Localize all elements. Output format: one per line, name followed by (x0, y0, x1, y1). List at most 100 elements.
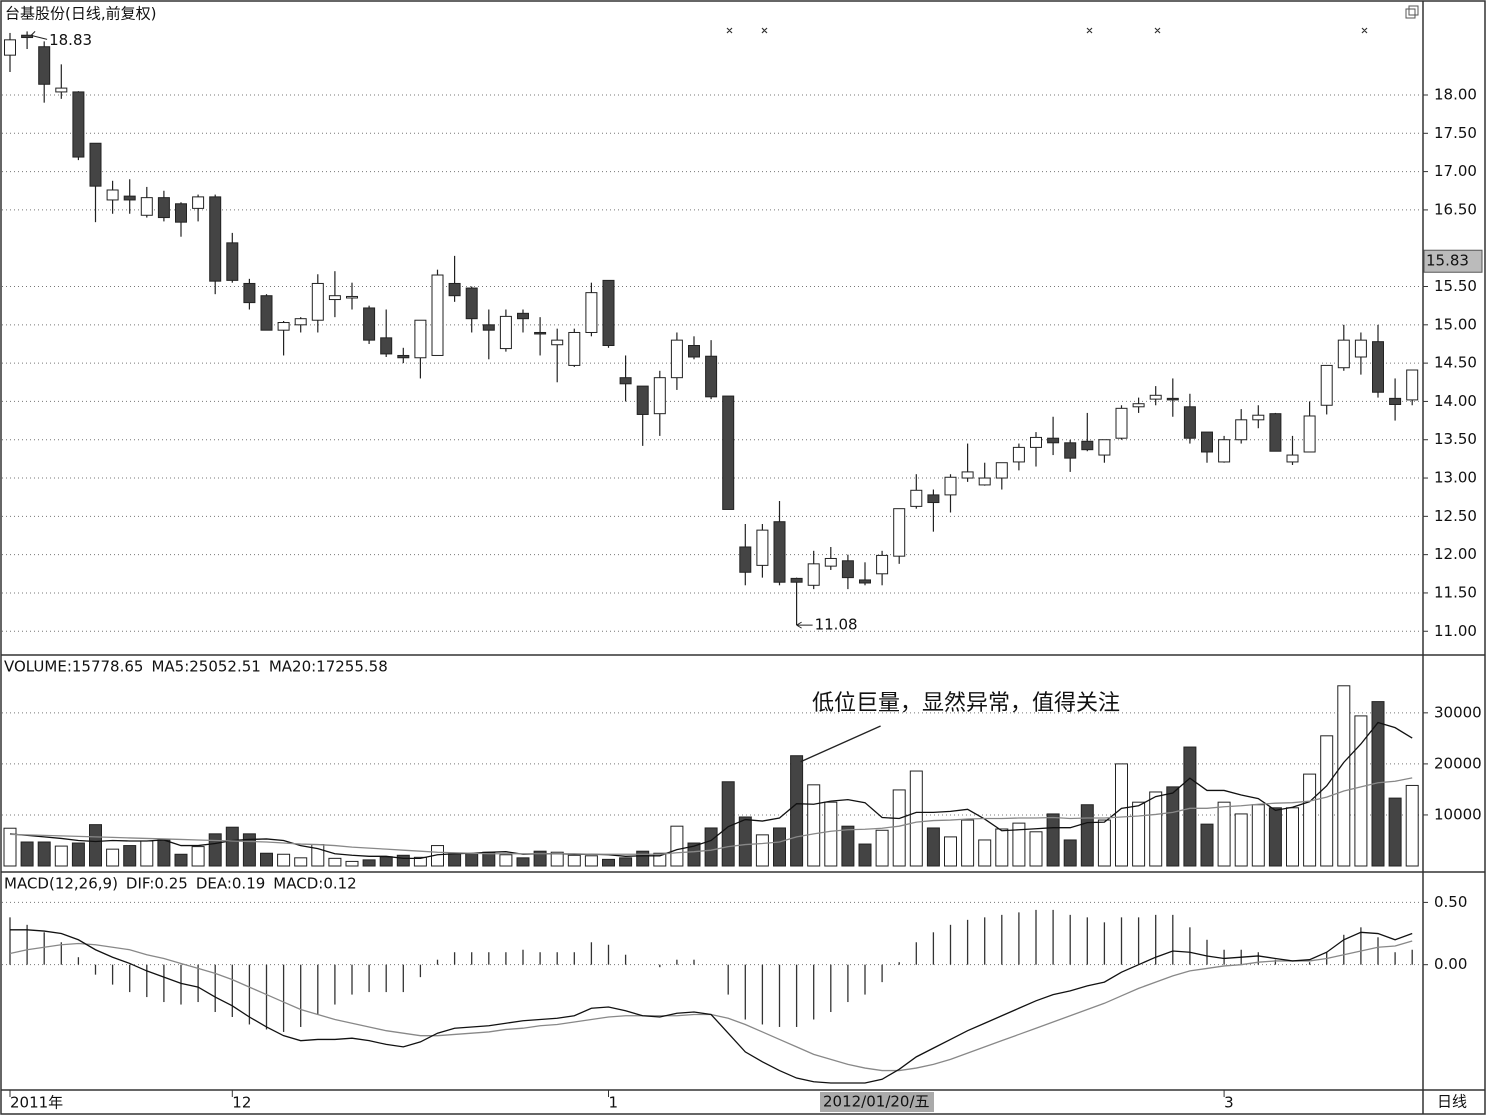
candle-body (824, 557, 837, 567)
volume-bar (465, 852, 479, 867)
volume-bar (1115, 763, 1128, 867)
volume-bar (567, 854, 581, 867)
x-tick-label: 1 (609, 1094, 619, 1112)
volume-bar (54, 845, 68, 867)
candle-body (534, 331, 547, 335)
candle-body (859, 579, 871, 584)
volume-bar (191, 846, 205, 867)
volume-bar (37, 841, 51, 867)
header-label: MACD:0.12 (273, 875, 356, 893)
y-tick-label: 0.00 (1434, 955, 1467, 973)
volume-bar (1183, 746, 1197, 867)
volume-bar (89, 824, 102, 867)
candle-body (106, 189, 119, 201)
candle-body (1081, 440, 1094, 451)
volume-bar (294, 857, 308, 867)
annotation-pointer (800, 725, 881, 763)
volume-bar (1080, 804, 1094, 867)
volume-bar (208, 833, 222, 867)
candle-body (209, 196, 222, 282)
volume-bar (738, 816, 752, 867)
x-tick-label: 12 (232, 1094, 251, 1112)
volume-bar (345, 860, 359, 867)
candle-body (1012, 446, 1025, 463)
y-tick-label: 11.00 (1434, 622, 1477, 640)
volume-bar (875, 829, 889, 867)
candle-body (688, 345, 700, 358)
volume-bar (944, 836, 957, 867)
candle-body (499, 315, 512, 350)
volume-bar (106, 848, 120, 867)
period-box (1426, 1092, 1483, 1112)
y-tick-label: 0.50 (1434, 893, 1467, 911)
volume-bar (858, 843, 872, 867)
dea-line (9, 940, 1413, 1072)
volume-bar (1012, 822, 1026, 867)
y-tick-label: 13.00 (1434, 469, 1477, 487)
candle-body (1166, 397, 1179, 401)
candle-body (277, 322, 290, 331)
volume-bar (704, 827, 718, 867)
volume-bar (1166, 786, 1180, 867)
annotation: 低位巨量，显然异常，值得关注 (812, 691, 1120, 716)
x-tick-label: 3 (1224, 1094, 1234, 1112)
volume-bar (584, 855, 598, 867)
candle-body (1337, 339, 1350, 369)
y-tick-label: 11.50 (1434, 583, 1477, 601)
candle-body (722, 395, 735, 510)
candle-body (927, 494, 940, 504)
header-label: MA20:17255.58 (269, 658, 388, 676)
candle-body (1030, 436, 1042, 448)
volume-bar (1097, 819, 1111, 867)
volume-bar (533, 850, 547, 867)
volume-bar (636, 850, 650, 867)
header-label: DEA:0.19 (196, 875, 265, 893)
candle-body (1115, 407, 1128, 439)
volume-bar (1303, 773, 1317, 867)
candle-body (243, 282, 256, 304)
candle-body (311, 282, 324, 321)
min-arrow (796, 621, 813, 629)
volume-bar (379, 856, 393, 867)
candle-body (72, 91, 85, 158)
candle-body (294, 318, 307, 326)
candle-body (790, 577, 803, 583)
window-icon[interactable] (1405, 5, 1419, 19)
volume-bar (807, 784, 821, 867)
y-tick-label: 17.50 (1434, 124, 1477, 142)
candle-body (1235, 419, 1248, 441)
volume-bar (174, 853, 188, 867)
candle-body (1372, 341, 1384, 393)
candle-body (602, 279, 615, 347)
volume-bar (995, 828, 1009, 867)
candle-body (1149, 394, 1162, 400)
candle-body (260, 295, 273, 331)
y-tick-label: 18.00 (1434, 85, 1477, 103)
candle-body (756, 529, 769, 566)
volume-bar (1337, 685, 1351, 867)
volume-bar (260, 852, 273, 867)
volume-bar (448, 853, 462, 867)
volume-bar (20, 841, 34, 867)
y-tick-label: 12.00 (1434, 545, 1477, 563)
max-label: 18.83 (49, 31, 92, 49)
candle-body (38, 46, 51, 85)
cursor-price: 15.83 (1426, 252, 1469, 270)
max-arrow (30, 31, 48, 40)
candle-body (995, 462, 1008, 479)
volume-bar (926, 827, 940, 867)
volume-bar (619, 857, 633, 867)
volume-bar (687, 842, 701, 867)
volume-bar (550, 851, 564, 867)
header-label: MA5:25052.51 (151, 658, 260, 676)
header-label: MACD(12,26,9) (4, 875, 118, 893)
volume-bar (1149, 791, 1163, 867)
candle-body (585, 292, 598, 333)
candle-body (397, 354, 410, 359)
candle-body (140, 197, 153, 216)
candle-body (1218, 439, 1231, 463)
candle-body (1064, 442, 1077, 459)
volume-bar (242, 833, 256, 867)
